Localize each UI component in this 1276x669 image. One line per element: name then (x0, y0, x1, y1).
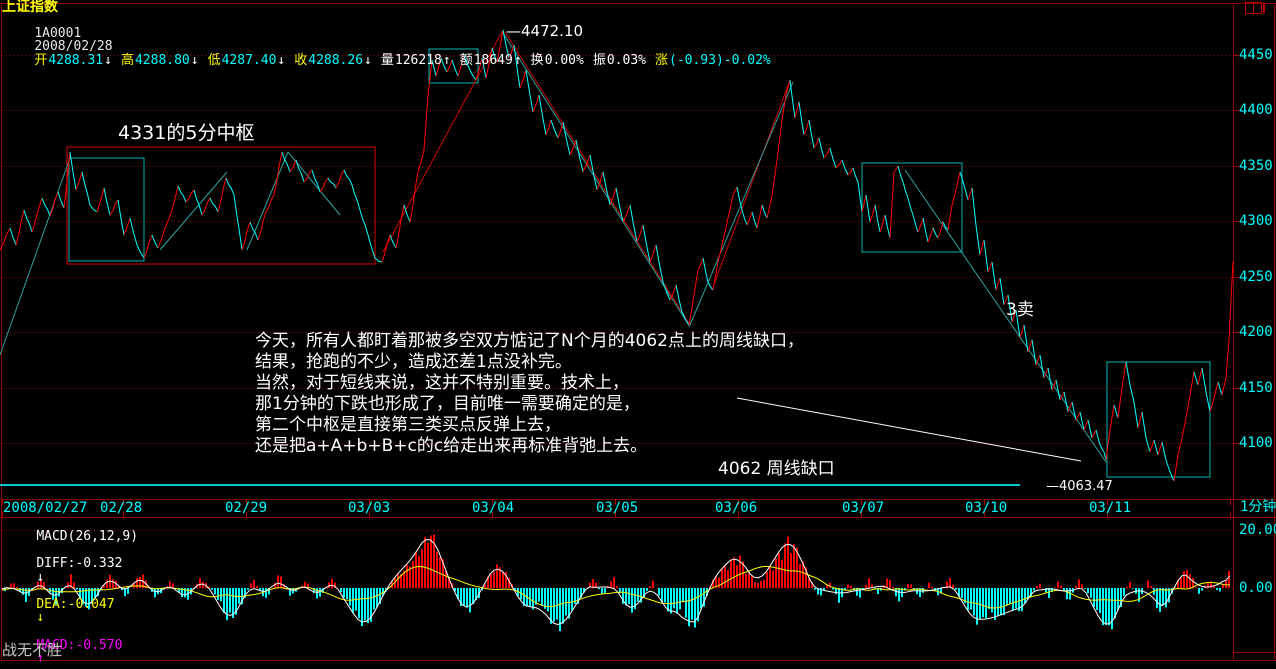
date-axis-label: 2008/02/27 (3, 500, 88, 516)
price-axis-label: 4200.0 (1239, 324, 1276, 340)
icon-divider (1253, 3, 1254, 13)
macd-params: MACD(26,12,9) (36, 528, 139, 544)
price-axis-label: 4250.0 (1239, 269, 1276, 285)
quote-date: 2008/02/28 (34, 39, 113, 55)
pivot-zone-boxes (66, 48, 1211, 478)
macd-diff-value: DIFF:-0.332 (36, 555, 123, 571)
analysis-note: 今天，所有人都盯着那被多空双方惦记了N个月的4062点上的周线缺口， 结果，抢跑的… (255, 331, 804, 457)
date-axis-label: 03/11 (1089, 500, 1132, 516)
zone-box (68, 157, 145, 262)
quote-field: 量126218↑ (380, 52, 451, 68)
zone-box (66, 146, 376, 265)
window-title: 上证指数 (2, 0, 58, 15)
macd-gridlines (2, 530, 1233, 589)
zone-box (1106, 361, 1211, 478)
macd-bar-value: MACD:-0.570 (36, 637, 123, 653)
chart-annotation: —4063.47 (1046, 479, 1113, 494)
zone-box (861, 162, 963, 253)
macd-up-arrow-icon: ↑ (36, 651, 45, 667)
quote-field: 换0.00% (530, 52, 584, 68)
trendlines (0, 29, 1107, 463)
chart-annotation: 4062 周线缺口 (718, 459, 835, 479)
zone-box (428, 48, 479, 84)
price-gridlines (2, 55, 1239, 444)
status-bar-text: 战无不胜 (2, 641, 63, 659)
analysis-note-line: 今天，所有人都盯着那被多空双方惦记了N个月的4062点上的周线缺口， (255, 331, 804, 351)
quote-field: 收4288.26↓ (294, 52, 372, 68)
date-axis-label: 02/29 (225, 500, 268, 516)
dea-down-arrow-icon: ↓ (36, 610, 45, 626)
date-axis-label: 03/07 (842, 500, 885, 516)
chart-annotation: —4472.10 (506, 22, 584, 40)
diff-down-arrow-icon: ↓ (36, 569, 45, 585)
date-axis-label: 03/10 (965, 500, 1008, 516)
macd-header: MACD(26,12,9) DIFF:-0.332 ↓ DEA:-0.047 ↓… (5, 516, 138, 669)
date-axis-label: 03/03 (348, 500, 391, 516)
analysis-note-line: 结果，抢跑的不少，造成还差1点没补完。 (255, 352, 572, 372)
quote-bar: 1A0001 2008/02/28 开4288.31↓ 高4288.80↓ 低428… (3, 13, 781, 81)
quote-field: 涨(-0.93)-0.02% (654, 52, 771, 68)
price-axis-label: 4400.0 (1239, 102, 1276, 118)
chart-annotation: 4331的5分中枢 (118, 122, 255, 144)
price-axis-label: 4350.0 (1239, 158, 1276, 174)
dea-line (1, 565, 1230, 609)
analysis-note-line: 当然，对于短线来说，这并不特别重要。技术上， (255, 373, 629, 393)
price-axis-label: 4150.0 (1239, 380, 1276, 396)
price-axis-label: 4100.0 (1239, 435, 1276, 451)
quote-field: 开4288.31↓ (34, 52, 112, 68)
macd-axis-label: 0.00 (1239, 580, 1273, 596)
stock-code: 1A0001 (34, 25, 82, 41)
analysis-note-line: 还是把a+A+b+B+c的c给走出来再标准背弛上去。 (255, 436, 648, 456)
price-axis-label: 4300.0 (1239, 213, 1276, 229)
chart-annotation: 3卖 (1006, 300, 1034, 320)
macd-axis-label: 20.00 (1239, 522, 1276, 538)
period-mode-icon[interactable] (1245, 2, 1265, 14)
date-axis-label: 03/05 (596, 500, 639, 516)
date-axis-label: 03/06 (715, 500, 758, 516)
date-axis-label: 03/04 (472, 500, 515, 516)
macd-dea-value: DEA:-0.047 (36, 596, 115, 612)
quote-field: 额18649↑ (459, 52, 522, 68)
icon-bar (1263, 3, 1265, 13)
quote-field: 低4287.40↓ (207, 52, 286, 68)
period-label[interactable]: 1分钟 (1240, 499, 1276, 515)
price-series (0, 29, 1234, 482)
date-axis-label: 02/28 (100, 500, 143, 516)
analysis-note-line: 第二个中枢是直接第三类买点反弹上去， (255, 415, 561, 435)
price-axis-label: 4450.0 (1239, 47, 1276, 63)
macd-histogram (4, 534, 1230, 631)
diff-line (1, 539, 1231, 626)
quote-fields: 开4288.31↓ 高4288.80↓ 低4287.40↓ 收4288.26↓ 量126… (34, 53, 779, 68)
quote-field: 振0.03% (592, 52, 646, 68)
quote-field: 高4288.80↓ (120, 52, 199, 68)
frame-lines (0, 3, 1276, 661)
analysis-note-line: 那1分钟的下跌也形成了，目前唯一需要确定的是， (255, 394, 640, 414)
